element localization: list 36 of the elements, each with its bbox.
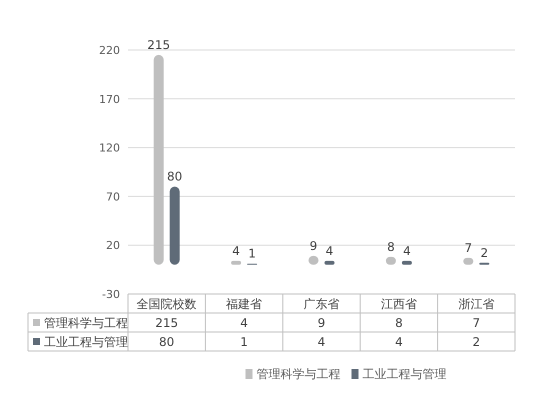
annotation: 4 xyxy=(232,244,240,258)
annotation: 7 xyxy=(464,240,472,255)
annotation: 215 xyxy=(147,38,170,52)
data-label: 1 xyxy=(240,335,248,349)
data-label: 80 xyxy=(159,335,174,349)
legend-label: 管理科学与工程 xyxy=(44,316,128,330)
data-label: 4 xyxy=(395,335,403,349)
y-tick-label: -30 xyxy=(102,288,120,301)
annotation: 9 xyxy=(310,238,318,253)
x-tick-label: 福建省 xyxy=(226,297,262,311)
x-tick-label: 广东省 xyxy=(304,297,340,311)
y-tick-label: 220 xyxy=(99,44,120,57)
annotation: 80 xyxy=(167,170,182,184)
x-tick-label: 浙江省 xyxy=(458,297,494,311)
annotation: 4 xyxy=(403,244,411,258)
y-tick-label: 70 xyxy=(106,190,120,204)
data-label: 4 xyxy=(318,335,326,349)
annotation: 1 xyxy=(248,246,256,261)
bar xyxy=(154,54,164,265)
annotation: 2 xyxy=(480,246,488,260)
data-label: 7 xyxy=(472,316,480,330)
legend: 管理科学与工程 工业工程与管理 xyxy=(246,367,446,381)
legend-label: 工业工程与管理 xyxy=(44,335,128,349)
bar xyxy=(170,186,180,265)
x-tick-label: 江西省 xyxy=(380,297,417,311)
data-label: 4 xyxy=(240,316,248,330)
y-tick-label: 170 xyxy=(99,92,120,106)
data-label: 2 xyxy=(472,335,480,349)
data-label: 215 xyxy=(155,316,178,330)
data-label: 9 xyxy=(318,316,326,330)
y-tick-label: 20 xyxy=(106,239,120,252)
annotation: 8 xyxy=(387,240,395,254)
annotation: 4 xyxy=(326,244,334,258)
data-label: 8 xyxy=(395,316,403,330)
x-tick-label: 全国院校数 xyxy=(136,297,197,311)
y-tick-label: 120 xyxy=(99,142,120,155)
